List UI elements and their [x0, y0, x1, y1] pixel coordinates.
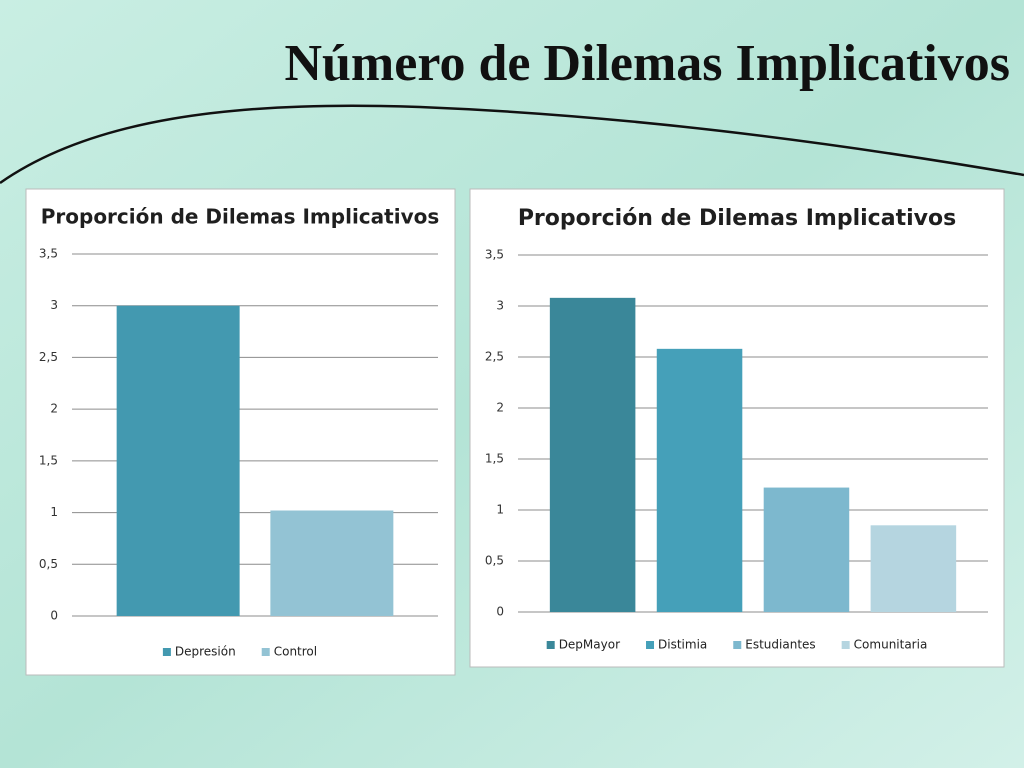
legend-swatch: [646, 641, 655, 649]
bar: [270, 510, 394, 616]
legend-label: Distimia: [658, 638, 707, 652]
y-tick-label: 1: [496, 503, 504, 517]
bar: [549, 297, 636, 612]
bar: [870, 525, 957, 612]
y-tick-label: 1,5: [485, 452, 504, 466]
legend-swatch: [261, 648, 270, 656]
legend-label: DepMayor: [559, 638, 620, 652]
chart-title: Proporción de Dilemas Implicativos: [518, 206, 956, 231]
y-tick-label: 2,5: [39, 350, 58, 364]
y-tick-label: 2,5: [485, 350, 504, 364]
legend-swatch: [546, 641, 555, 649]
legend-label: Comunitaria: [854, 638, 928, 652]
y-tick-label: 0: [50, 609, 58, 623]
bar: [656, 348, 743, 612]
y-tick-label: 2: [50, 402, 58, 416]
y-tick-label: 0: [496, 605, 504, 619]
y-tick-label: 0,5: [485, 554, 504, 568]
bar: [116, 305, 240, 616]
y-tick-label: 3,5: [485, 248, 504, 262]
y-tick-label: 3,5: [39, 247, 58, 261]
y-tick-label: 0,5: [39, 557, 58, 571]
y-tick-label: 3: [50, 298, 58, 312]
chart-title: Proporción de Dilemas Implicativos: [41, 205, 440, 229]
y-tick-label: 1: [50, 505, 58, 519]
legend-label: Depresión: [175, 645, 236, 659]
legend-swatch: [733, 641, 742, 649]
legend-swatch: [162, 648, 171, 656]
y-tick-label: 1,5: [39, 453, 58, 467]
legend-label: Control: [274, 645, 317, 659]
y-tick-label: 3: [496, 299, 504, 313]
y-tick-label: 2: [496, 401, 504, 415]
legend-label: Estudiantes: [745, 638, 815, 652]
legend-swatch: [841, 641, 850, 649]
slide-title: Número de Dilemas Implicativos: [284, 35, 1010, 92]
bar: [763, 487, 850, 612]
decor-curve: [0, 104, 1024, 185]
